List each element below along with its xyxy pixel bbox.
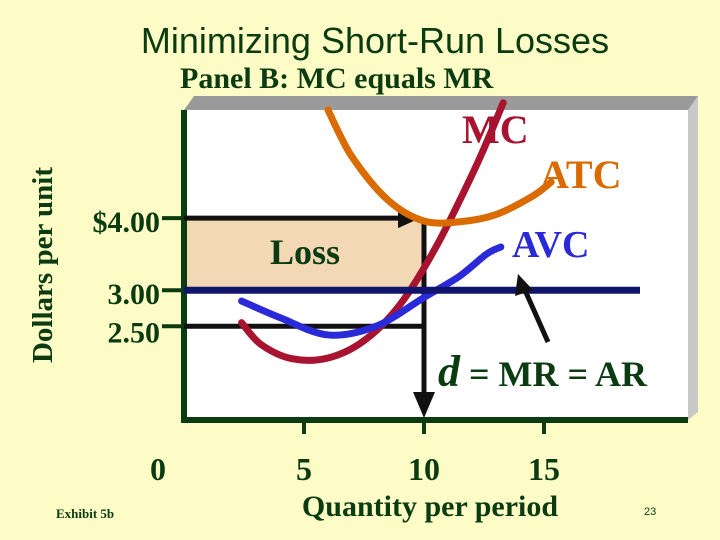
- x-tick-label: 10: [408, 451, 440, 487]
- y-axis-title: Dollars per unit: [27, 167, 59, 363]
- series-layer: [184, 99, 640, 364]
- series-avc: [238, 243, 505, 339]
- x-tick-label: 5: [296, 451, 312, 487]
- exhibit-label: Exhibit 5b: [56, 506, 115, 521]
- atc-label: ATC: [540, 152, 621, 197]
- page-number: 23: [644, 506, 657, 518]
- demand-pointer-arrow: [521, 286, 551, 344]
- y-tick-label: 3.00: [108, 278, 161, 311]
- loss-area-layer: [184, 218, 424, 291]
- chart-title: Panel B: MC equals MR: [180, 62, 494, 95]
- slide-title: Minimizing Short-Run Losses: [140, 20, 610, 61]
- series-atc: [324, 106, 555, 227]
- panel-shadow-right: [688, 96, 698, 420]
- x-axis-title: Quantity per period: [302, 490, 558, 523]
- quantity-guide-arrowhead: [413, 392, 435, 418]
- panel-shadow-top: [184, 96, 698, 110]
- y-tick-label: 2.50: [108, 316, 161, 349]
- demand-pointer-arrowhead: [515, 274, 533, 296]
- loss-label: Loss: [270, 232, 340, 272]
- demand-label-d: d: [438, 347, 461, 396]
- demand-label-rest: = MR = AR: [460, 354, 648, 394]
- demand-label: d = MR = AR: [438, 347, 648, 396]
- mc-label: MC: [462, 107, 529, 152]
- loss-area: [184, 218, 424, 291]
- x-tick-label: 0: [150, 451, 166, 487]
- x-tick-label: 15: [528, 451, 560, 487]
- y-tick-label: $4.00: [93, 206, 161, 239]
- avc-label: AVC: [512, 224, 589, 266]
